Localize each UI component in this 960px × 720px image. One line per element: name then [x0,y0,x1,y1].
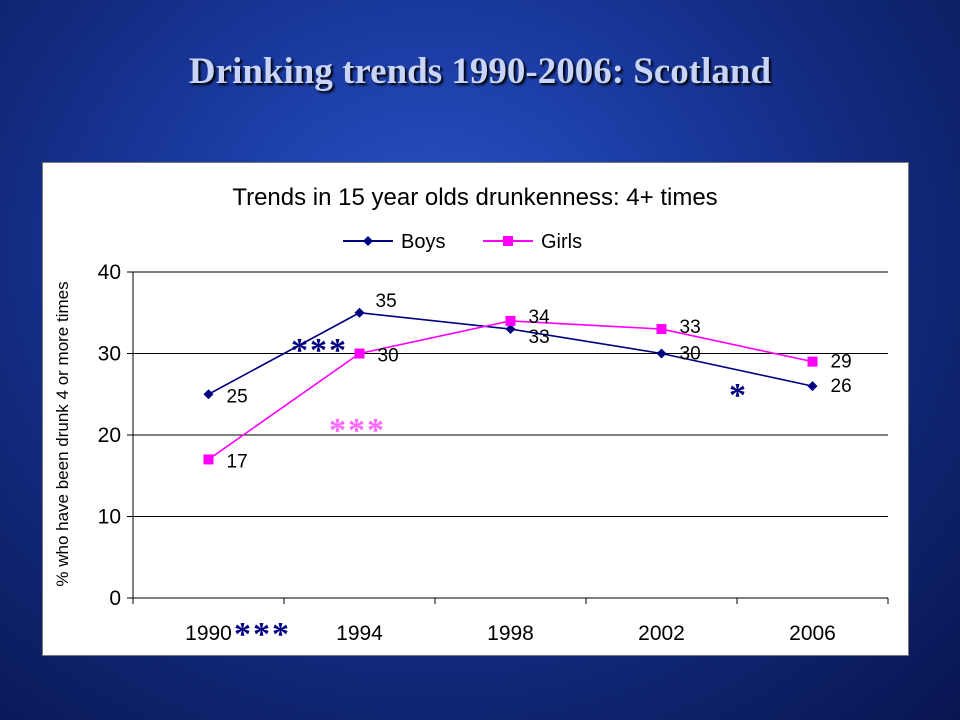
data-label-girls: 29 [831,352,852,373]
legend-marker-girls [503,236,513,246]
data-label-boys: 33 [529,327,550,348]
y-tick-label: 40 [98,261,121,284]
significance-marker: * [729,377,748,414]
chart-annotations: ********** [234,332,748,653]
x-tick-label: 2002 [638,622,685,645]
data-label-boys: 26 [831,376,852,397]
data-label-girls: 17 [227,451,248,472]
legend-label-boys: Boys [401,231,445,253]
chart-legend: Boys Girls [343,231,582,253]
y-tick-label: 10 [98,506,121,529]
slide-title: Drinking trends 1990-2006: Scotland [188,51,772,92]
y-tick-label: 30 [98,343,121,366]
x-tick-label: 1994 [336,622,383,645]
y-tick-label: 0 [109,587,121,610]
data-label-boys: 35 [376,291,397,312]
data-point-girls [807,356,818,367]
data-label-girls: 33 [680,317,701,338]
x-tick-label: 2006 [789,622,836,645]
data-point-boys [656,348,667,359]
data-point-boys [203,389,214,400]
legend-label-girls: Girls [541,231,582,253]
y-axis-label: % who have been drunk 4 or more times [53,281,72,586]
data-point-boys [505,324,516,335]
data-label-boys: 25 [227,386,248,407]
significance-marker: *** [291,332,348,369]
data-point-girls [656,324,667,335]
chart-gridlines [133,271,888,517]
data-point-boys [807,381,818,392]
data-point-girls [203,454,214,465]
line-chart: Trends in 15 year olds drunkenness: 4+ t… [53,184,889,653]
chart-title: Trends in 15 year olds drunkenness: 4+ t… [232,184,717,211]
chart-panel: Trends in 15 year olds drunkenness: 4+ t… [42,162,909,656]
chart-series [203,307,818,465]
x-tick-label: 1998 [487,622,534,645]
data-point-boys [354,307,365,318]
data-point-girls [505,315,516,326]
significance-marker: *** [329,412,386,449]
x-tick-label: 1990 [185,622,232,645]
data-label-girls: 34 [529,307,551,328]
significance-marker: *** [234,616,291,653]
chart-axes: 0 10 20 30 40 1990 1994 1998 2002 2006 [98,261,889,645]
data-point-girls [354,348,365,359]
data-label-girls: 30 [378,346,399,367]
data-label-boys: 30 [680,344,701,365]
legend-marker-boys [363,236,373,246]
y-tick-label: 20 [98,424,121,447]
